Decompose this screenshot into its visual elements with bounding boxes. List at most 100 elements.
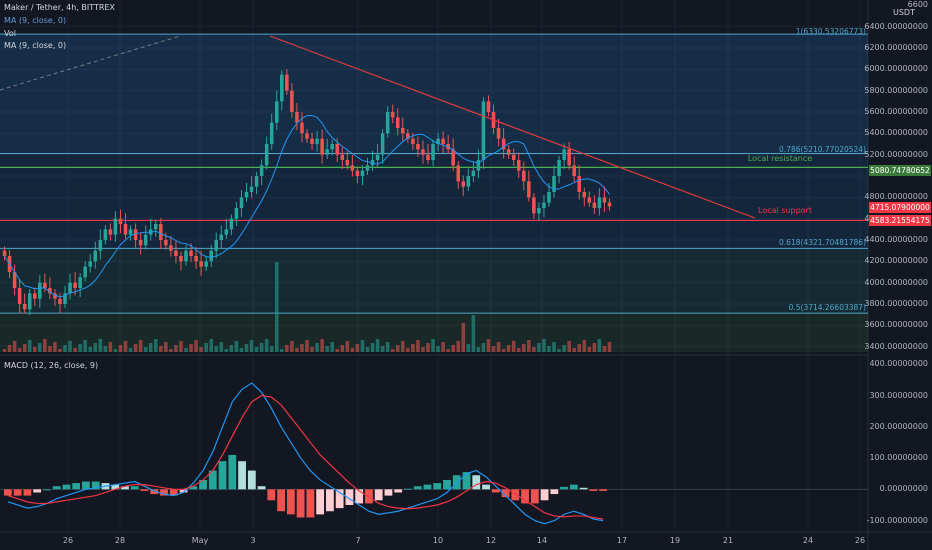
- macd-hist-55: [540, 489, 549, 501]
- local-support-label[interactable]: Local support: [758, 206, 812, 215]
- resistance-price-tag: 5080.74780652: [869, 165, 931, 176]
- candle-body-8: [43, 282, 47, 288]
- candle-body-32: [164, 240, 168, 246]
- volume-bar-42: [214, 346, 219, 352]
- volume-bar-20: [103, 346, 108, 352]
- macd-hist-33: [325, 489, 334, 512]
- candle-body-40: [204, 261, 208, 267]
- candle-body-3: [17, 288, 22, 304]
- candle-body-53: [269, 122, 274, 144]
- macd-hist-61: [599, 489, 608, 491]
- macd-legend[interactable]: MACD (12, 26, close, 9): [4, 361, 99, 370]
- volume-bar-18: [93, 343, 98, 352]
- candle-body-91: [461, 181, 466, 187]
- candle-body-101: [511, 154, 516, 160]
- volume-bar-0: [2, 349, 7, 352]
- volume-bar-105: [532, 347, 536, 352]
- volume-bar-120: [607, 342, 612, 352]
- candle-body-109: [552, 176, 556, 192]
- volume-bar-63: [320, 339, 324, 352]
- volume-bar-102: [516, 348, 521, 352]
- volume-bar-118: [597, 339, 602, 352]
- volume-bar-16: [83, 340, 87, 352]
- volume-bar-108: [547, 346, 551, 352]
- volume-bar-111: [562, 345, 566, 352]
- volume-bar-32: [164, 342, 168, 352]
- candle-body-18: [93, 250, 98, 262]
- fib-retracement-zones[interactable]: [0, 33, 868, 352]
- candle-body-44: [224, 229, 229, 235]
- volume-legend[interactable]: Vol: [4, 29, 16, 38]
- price-tick-0: 6600: [907, 0, 928, 10]
- volume-bar-79: [401, 341, 405, 352]
- volume-bar-89: [451, 345, 455, 352]
- volume-bar-113: [572, 348, 576, 352]
- candle-body-108: [547, 192, 551, 203]
- grid-lines: [0, 0, 868, 532]
- date-tick-12: 26: [854, 536, 866, 545]
- candle-body-9: [48, 288, 52, 294]
- candle-body-12: [63, 293, 67, 304]
- fib-label-1: 1(6330.53206773): [795, 27, 866, 36]
- candle-body-96: [486, 101, 491, 112]
- candle-body-113: [572, 165, 576, 176]
- volume-bar-13: [68, 341, 72, 352]
- macd-hist-35: [345, 489, 354, 505]
- volume-bar-74: [375, 339, 380, 352]
- candle-body-47: [239, 197, 244, 208]
- volume-bar-34: [174, 345, 178, 352]
- price-tick-10: 4400.00000000: [864, 235, 928, 244]
- volume-bar-59: [300, 344, 304, 352]
- volume-bar-98: [496, 342, 501, 352]
- price-tick-8: 4800.00000000: [864, 192, 928, 202]
- candle-body-77: [390, 112, 395, 118]
- volume-bar-96: [486, 339, 491, 352]
- macd-hist-32: [316, 489, 325, 515]
- ma-line: [4, 115, 610, 298]
- volume-bar-69: [350, 348, 355, 352]
- volume-bar-93: [471, 315, 476, 352]
- price-tick-2: 6200.00000000: [864, 43, 928, 52]
- volume-bar-53: [269, 346, 274, 352]
- volume-bar-106: [537, 343, 541, 352]
- macd-hist-22: [218, 461, 227, 490]
- volume-bar-97: [491, 346, 496, 352]
- ma-legend[interactable]: MA (9, close, 0): [4, 16, 67, 25]
- volume-bar-46: [234, 341, 239, 352]
- local-resistance-label[interactable]: Local resistance: [747, 154, 813, 163]
- volume-bar-14: [73, 348, 77, 352]
- macd-hist-27: [267, 489, 276, 501]
- volume-bar-41: [209, 339, 213, 352]
- trend-lines[interactable]: [0, 35, 756, 219]
- candle-body-57: [290, 90, 294, 112]
- candle-body-56: [285, 74, 289, 91]
- candle-body-82: [416, 144, 420, 150]
- candle-body-114: [577, 176, 581, 192]
- symbol-title[interactable]: Maker / Tether, 4h, BITTREX: [4, 3, 115, 12]
- volume-bar-3: [17, 348, 22, 352]
- macd-hist-11: [111, 484, 120, 490]
- volume-bar-76: [385, 342, 390, 352]
- candle-body-98: [496, 128, 501, 139]
- volume-bar-57: [290, 341, 294, 352]
- candle-body-46: [234, 208, 239, 219]
- candle-body-49: [249, 186, 254, 192]
- macd-hist-36: [355, 489, 364, 504]
- candle-body-117: [592, 202, 597, 208]
- date-tick-2: May: [191, 536, 209, 545]
- volume-bar-1: [7, 345, 12, 352]
- fib-zone-2: [0, 248, 868, 314]
- macd-hist-37: [365, 489, 373, 504]
- ma-volume-legend[interactable]: MA (9, close, 0): [4, 41, 67, 50]
- volume-bars: [2, 262, 612, 352]
- macd-hist-48: [472, 475, 481, 490]
- macd-hist-49: [482, 484, 490, 490]
- candle-body-111: [562, 149, 566, 160]
- price-tick-15: 3400.00000000: [864, 341, 928, 351]
- candle-body-28: [143, 234, 148, 246]
- candle-body-2: [12, 272, 17, 288]
- volume-bar-28: [143, 347, 148, 352]
- candle-body-92: [466, 176, 471, 187]
